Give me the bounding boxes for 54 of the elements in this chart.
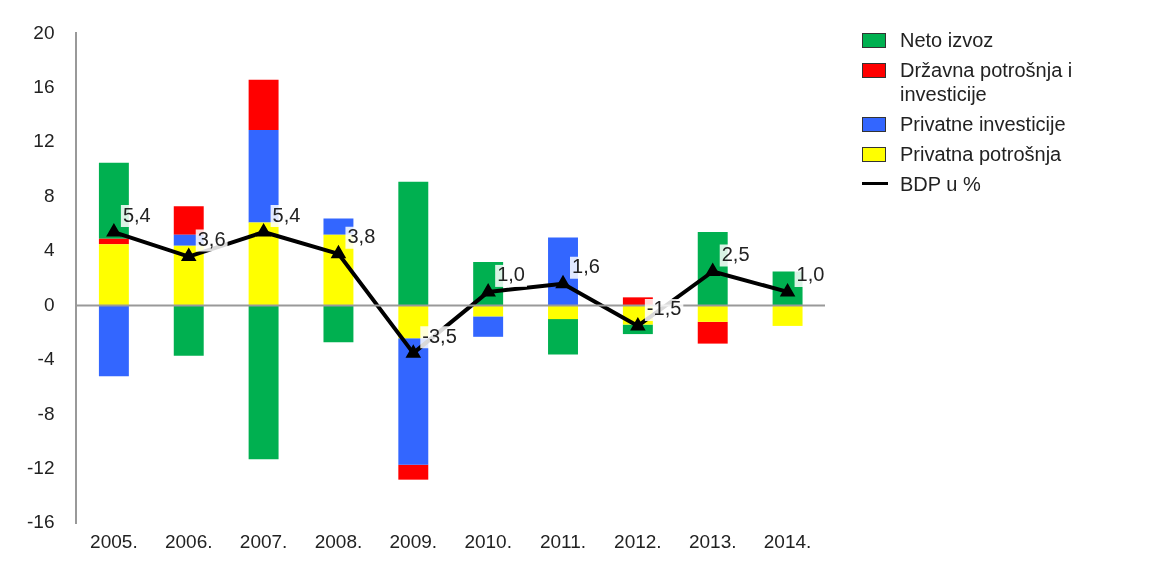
bar [772, 305, 803, 326]
y-tick-label: -16 [26, 511, 55, 533]
point [631, 318, 645, 331]
data-label: 1,0 [796, 263, 825, 286]
x-tick-label: 2007. [239, 530, 288, 552]
x-tick-label: 2006. [164, 530, 213, 552]
data-label: 5,4 [122, 203, 151, 226]
bar [398, 464, 429, 480]
x-tick-label: 2005. [90, 530, 138, 552]
legend-label: BDP u % [900, 172, 981, 196]
x-tick-label: 2010. [464, 530, 512, 552]
bar [548, 319, 578, 355]
x-tick-label: 2011. [539, 530, 587, 552]
data-label: 1,0 [497, 263, 525, 286]
legend-label: Privatna potrošnja [900, 142, 1062, 166]
y-tick-label: 8 [43, 184, 55, 206]
y-tick-label: 0 [43, 293, 55, 315]
bar [473, 316, 504, 337]
x-tick-label: 2012. [614, 530, 662, 552]
x-tick-label: 2013. [688, 530, 737, 552]
legend-label: Privatne investicije [900, 112, 1066, 136]
bar [98, 238, 129, 245]
y-tick-label: -12 [26, 457, 55, 479]
y-tick-label: 16 [33, 76, 55, 98]
x-tick-label: 2009. [389, 530, 438, 552]
y-tick-label: -8 [37, 402, 55, 424]
data-label: 5,4 [272, 203, 301, 226]
bar [398, 181, 429, 306]
x-tick-label: 2008. [314, 530, 363, 552]
data-label: 2,5 [721, 243, 750, 266]
point [555, 274, 570, 289]
data-label: -3,5 [422, 324, 457, 347]
point [181, 247, 197, 262]
x-tick-label: 2014. [763, 530, 812, 552]
point [706, 264, 720, 276]
bar [248, 79, 279, 130]
point [107, 225, 121, 237]
legend-label: Državna potrošnja i investicije [900, 58, 1074, 106]
data-label: 1,6 [572, 255, 600, 278]
data-label: 3,8 [347, 225, 376, 248]
data-label: 3,6 [197, 228, 226, 251]
bar [98, 305, 129, 377]
y-tick-label: 20 [33, 21, 55, 43]
bar [173, 305, 204, 356]
legend-label: Neto izvoz [900, 28, 994, 52]
bar [697, 321, 728, 344]
point [406, 346, 420, 358]
y-tick-label: 4 [43, 239, 55, 261]
bar [98, 244, 129, 306]
y-tick-label: 12 [33, 130, 55, 152]
y-tick-label: -4 [37, 348, 55, 370]
bar [323, 305, 354, 343]
data-label: -1,5 [646, 297, 682, 320]
bar [248, 305, 279, 460]
